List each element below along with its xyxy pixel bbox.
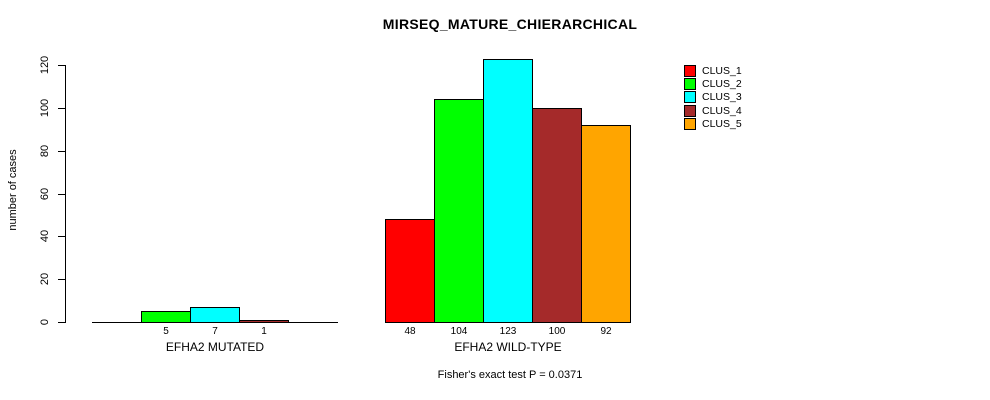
bar-clus_2 [434, 99, 484, 323]
legend-swatch-icon [684, 64, 696, 77]
bar-value-label: 123 [499, 326, 517, 337]
bar-value-label: 5 [163, 326, 169, 337]
bar-clus_4 [532, 107, 582, 323]
bar-clus_1 [385, 219, 435, 323]
y-tick-mark [58, 322, 65, 323]
legend-item-clus_3: CLUS_3 [684, 91, 742, 104]
y-tick-label: 120 [39, 55, 51, 75]
y-tick-label: 0 [39, 318, 51, 326]
bar-clus_3 [190, 307, 240, 323]
legend-label: CLUS_2 [702, 77, 742, 90]
bar-value-label: 100 [548, 326, 566, 337]
y-tick-label: 60 [39, 187, 51, 200]
y-tick-label: 100 [39, 98, 51, 118]
legend-item-clus_5: CLUS_5 [684, 118, 742, 131]
fisher-test-annotation: Fisher's exact test P = 0.0371 [437, 369, 583, 381]
y-axis-line [65, 65, 66, 323]
y-tick-label: 40 [39, 230, 51, 243]
legend-label: CLUS_5 [702, 118, 742, 131]
group-axis-label: EFHA2 MUTATED [165, 340, 265, 354]
y-axis-label: number of cases [7, 149, 19, 231]
legend-swatch-icon [684, 118, 696, 131]
bar-value-label: 92 [600, 326, 612, 337]
bar-value-label: 104 [450, 326, 468, 337]
y-tick-mark [58, 107, 65, 109]
legend-item-clus_2: CLUS_2 [684, 77, 742, 90]
legend-item-clus_4: CLUS_4 [684, 104, 742, 117]
legend-swatch-icon [684, 91, 696, 104]
bar-value-label: 1 [261, 326, 267, 337]
y-tick-mark [58, 236, 65, 238]
y-tick-mark [58, 150, 65, 152]
y-tick-mark [58, 65, 65, 66]
legend-label: CLUS_3 [702, 91, 742, 104]
y-tick-label: 80 [39, 144, 51, 157]
bar-clus_4 [239, 319, 289, 323]
group-axis-label: EFHA2 WILD-TYPE [454, 340, 562, 354]
legend-swatch-icon [684, 104, 696, 117]
legend-label: CLUS_1 [702, 64, 742, 77]
bar-value-label: 7 [212, 326, 218, 337]
bar-value-label: 48 [404, 326, 416, 337]
bar-clus_5 [581, 124, 631, 323]
legend-swatch-icon [684, 77, 696, 90]
chart-title: MIRSEQ_MATURE_CHIERARCHICAL [382, 16, 638, 32]
y-tick-mark [58, 279, 65, 281]
legend-item-clus_1: CLUS_1 [684, 64, 742, 77]
legend-label: CLUS_4 [702, 104, 742, 117]
y-tick-label: 20 [39, 273, 51, 286]
bar-clus_3 [483, 58, 533, 323]
bar-clus_2 [141, 311, 191, 323]
y-tick-mark [58, 193, 65, 195]
